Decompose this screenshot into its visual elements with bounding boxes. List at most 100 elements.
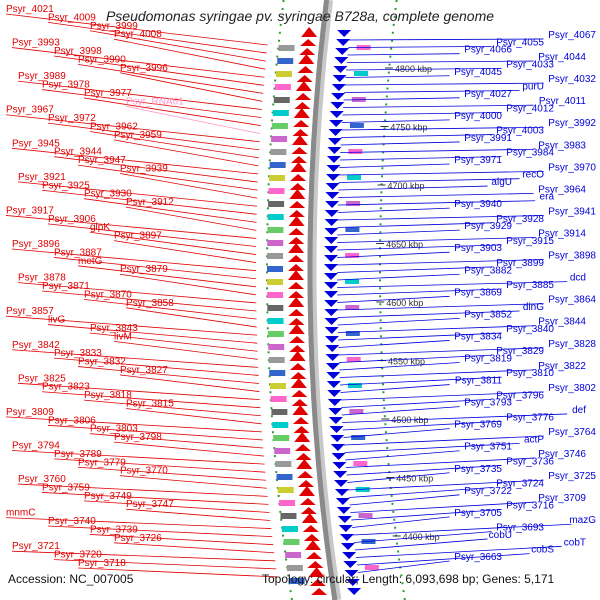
forward-gene-arrow	[288, 309, 305, 316]
backbone-arc	[307, 0, 338, 600]
forward-gene-arrow	[299, 498, 316, 505]
right-leader-line	[342, 420, 502, 431]
right-leader-line	[348, 45, 492, 48]
right-gene-label: Psyr_4003	[496, 126, 544, 137]
right-leader-line	[339, 362, 460, 371]
annotation-block	[345, 331, 360, 336]
left-gene-label: Psyr_4008	[114, 29, 162, 40]
annotation-block	[358, 513, 373, 518]
forward-gene-arrow	[303, 534, 320, 541]
right-leader-line	[349, 494, 460, 506]
reverse-gene-arrow	[344, 570, 359, 577]
right-leader-line	[341, 398, 492, 408]
forward-gene-arrow	[289, 351, 306, 361]
annotation-block	[269, 175, 286, 181]
right-gene-label: Psyr_3898	[548, 251, 596, 262]
annotation-block	[271, 409, 288, 415]
right-leader-line	[337, 273, 460, 281]
left-leader-line	[89, 30, 267, 62]
right-leader-line	[338, 354, 492, 363]
right-gene-label: Psyr_3970	[548, 162, 596, 173]
forward-gene-arrow	[290, 162, 307, 172]
left-gene-label: Psyr_3815	[126, 399, 174, 410]
right-leader-line	[342, 413, 568, 423]
forward-gene-arrow	[292, 129, 309, 136]
reverse-gene-arrow	[325, 192, 340, 199]
right-gene-label: Psyr_3991	[464, 133, 512, 144]
reverse-gene-arrow	[325, 363, 340, 370]
left-leader-line	[17, 80, 262, 110]
left-leader-line	[11, 147, 259, 175]
right-leader-line	[337, 237, 534, 243]
map-title: Pseudomonas syringae pv. syringae B728a,…	[105, 8, 495, 24]
right-gene-label: Psyr_3709	[538, 493, 586, 504]
right-leader-line	[341, 119, 450, 123]
annotation-block	[267, 240, 284, 246]
right-gene-label: Psyr_4044	[538, 52, 586, 63]
right-gene-label: Psyr_4033	[506, 59, 554, 70]
right-gene-label: Psyr_3852	[464, 309, 512, 320]
annotation-block	[345, 253, 360, 258]
annotation-block	[346, 201, 361, 206]
right-leader-line	[345, 450, 460, 461]
annotation-block	[349, 409, 364, 414]
right-gene-label: Psyr_3941	[548, 206, 596, 217]
right-gene-label: Psyr_3914	[538, 229, 586, 240]
annotation-block	[353, 461, 368, 466]
left-leader-line	[77, 466, 267, 481]
forward-gene-arrow	[288, 228, 305, 235]
left-gene-label: Psyr_3858	[126, 298, 174, 309]
reverse-gene-arrow	[325, 345, 340, 352]
left-gene-label: Psyr_3803	[90, 424, 138, 435]
left-leader-line	[89, 131, 259, 159]
right-leader-line	[345, 457, 534, 468]
annotation-block	[349, 123, 364, 128]
reverse-gene-arrow	[329, 111, 344, 118]
left-gene-label: Psyr_3977	[84, 88, 132, 99]
left-gene-label: Psyr_3879	[120, 264, 168, 275]
right-gene-label: algU	[491, 177, 512, 188]
left-gene-label: Psyr_3959	[114, 130, 162, 141]
right-leader-line	[340, 391, 544, 401]
forward-gene-arrow	[298, 54, 315, 64]
forward-gene-arrow	[297, 471, 314, 478]
annotation-block	[347, 175, 362, 180]
left-leader-line	[53, 156, 258, 183]
left-leader-line	[47, 21, 267, 54]
left-leader-line	[17, 181, 257, 207]
annotation-block	[364, 565, 379, 570]
reverse-gene-arrow	[335, 498, 350, 505]
forward-gene-arrow	[293, 120, 310, 127]
left-leader-line	[119, 273, 257, 296]
right-leader-line	[337, 200, 536, 206]
scale-label: 4700 kbp	[387, 181, 424, 191]
right-gene-label: Psyr_3899	[496, 258, 544, 269]
forward-gene-arrow	[288, 210, 305, 217]
scale-label: 4450 kbp	[396, 474, 433, 484]
left-leader-line	[89, 231, 257, 255]
right-gene-label: Psyr_3971	[454, 155, 502, 166]
left-gene-label: Psyr_3857	[6, 306, 54, 317]
reverse-gene-arrow	[324, 273, 339, 280]
annotation-block	[286, 565, 303, 571]
left-gene-label: Psyr_4021	[6, 4, 54, 15]
left-gene-label: Psyr_3870	[84, 289, 132, 300]
right-gene-label: Psyr_3796	[496, 390, 544, 401]
reverse-gene-arrow	[332, 462, 347, 469]
reverse-gene-arrow	[325, 183, 340, 190]
right-leader-line	[349, 38, 544, 41]
forward-gene-arrow	[289, 189, 306, 199]
reverse-gene-arrow	[333, 471, 348, 478]
annotation-block	[283, 539, 300, 545]
right-leader-line	[341, 406, 460, 416]
right-gene-label: Psyr_3663	[454, 552, 502, 563]
forward-gene-arrow	[289, 201, 306, 208]
right-leader-line	[337, 325, 534, 333]
right-gene-label: Psyr_3882	[464, 265, 512, 276]
genome-summary-text: Topology: circular; Length: 6,093,698 bp…	[262, 572, 555, 586]
right-gene-label: Psyr_3903	[454, 243, 502, 254]
reverse-gene-arrow	[331, 84, 346, 91]
reverse-gene-arrow	[343, 561, 358, 568]
forward-gene-arrow	[296, 75, 313, 82]
annotation-block	[280, 513, 297, 519]
